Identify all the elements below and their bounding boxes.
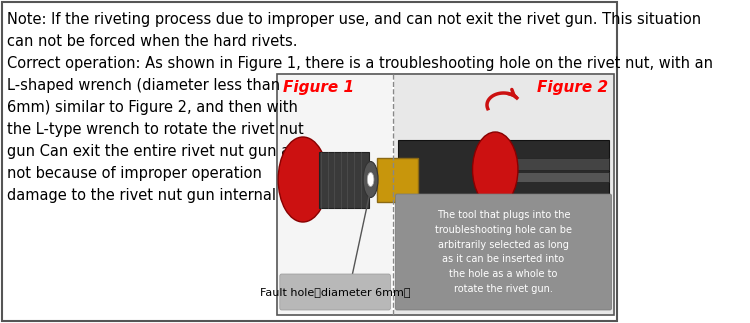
Ellipse shape	[363, 162, 378, 197]
Text: Figure 2: Figure 2	[537, 80, 608, 95]
Text: A△△: A△△	[436, 181, 526, 218]
Ellipse shape	[278, 137, 328, 222]
Bar	[503, 172, 609, 182]
Ellipse shape	[472, 132, 518, 207]
Text: Note: If the riveting process due to improper use, and can not exit the rivet gu: Note: If the riveting process due to imp…	[7, 12, 700, 27]
Text: Correct operation: As shown in Figure 1, there is a troubleshooting hole on the : Correct operation: As shown in Figure 1,…	[7, 56, 712, 71]
Bar	[377, 158, 419, 202]
Text: can not be forced when the hard rivets.: can not be forced when the hard rivets.	[7, 34, 297, 49]
Text: not because of improper operation: not because of improper operation	[7, 166, 262, 181]
Bar	[278, 75, 392, 314]
Text: The tool that plugs into the
troubleshooting hole can be
arbitrarily selected as: The tool that plugs into the troubleshoo…	[435, 210, 572, 294]
Ellipse shape	[368, 172, 374, 186]
Text: Fault hole（diameter 6mm）: Fault hole（diameter 6mm）	[260, 287, 410, 297]
Text: 6mm) similar to Figure 2, and then with: 6mm) similar to Figure 2, and then with	[7, 100, 298, 115]
Bar	[278, 74, 614, 315]
Bar	[320, 151, 369, 207]
FancyBboxPatch shape	[280, 274, 391, 310]
Text: L-shaped wrench (diameter less than: L-shaped wrench (diameter less than	[7, 78, 280, 93]
Text: Figure 1: Figure 1	[283, 80, 354, 95]
Bar	[394, 75, 614, 314]
Text: SH△△△△△: SH△△△△△	[327, 165, 537, 203]
Text: the L-type wrench to rotate the rivet nut: the L-type wrench to rotate the rivet nu…	[7, 122, 303, 137]
FancyBboxPatch shape	[395, 194, 611, 310]
Bar	[503, 158, 609, 170]
Text: gun Can exit the entire rivet nut gun and: gun Can exit the entire rivet nut gun an…	[7, 144, 308, 159]
Bar	[398, 140, 609, 194]
Text: damage to the rivet nut gun internal parts.: damage to the rivet nut gun internal par…	[7, 188, 322, 203]
